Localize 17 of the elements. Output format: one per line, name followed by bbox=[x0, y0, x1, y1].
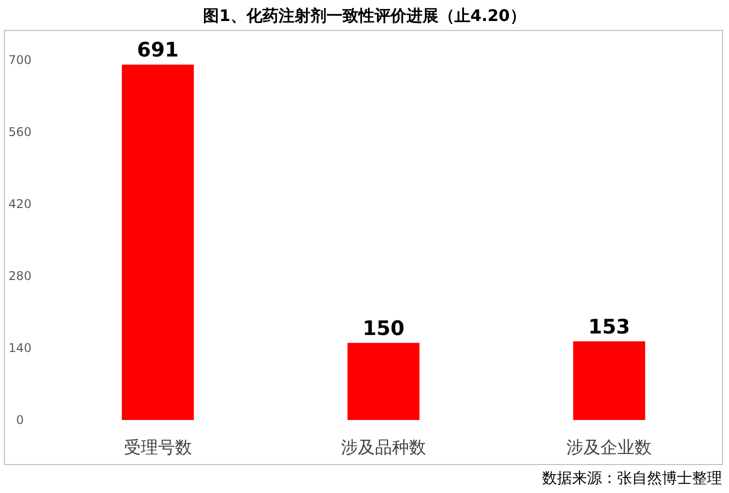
x-tick-label: 受理号数 bbox=[124, 438, 192, 458]
x-tick-label: 涉及企业数 bbox=[566, 438, 652, 458]
bar bbox=[573, 341, 646, 420]
y-tick-label: 560 bbox=[8, 125, 32, 139]
y-tick-label: 700 bbox=[8, 53, 32, 67]
chart-title: 图1、化药注射剂一致性评价进展（止4.20） bbox=[203, 6, 526, 25]
x-tick-label: 涉及品种数 bbox=[341, 438, 426, 458]
y-tick-label: 0 bbox=[16, 413, 24, 427]
y-tick-label: 420 bbox=[8, 197, 32, 211]
bar bbox=[122, 64, 194, 420]
y-tick-label: 140 bbox=[8, 341, 32, 355]
data-label: 691 bbox=[136, 38, 179, 62]
data-label: 153 bbox=[588, 314, 630, 338]
bar bbox=[348, 342, 420, 420]
data-label: 150 bbox=[362, 316, 404, 340]
source-note: 数据来源：张自然博士整理 bbox=[542, 469, 722, 487]
y-tick-label: 280 bbox=[8, 269, 32, 283]
